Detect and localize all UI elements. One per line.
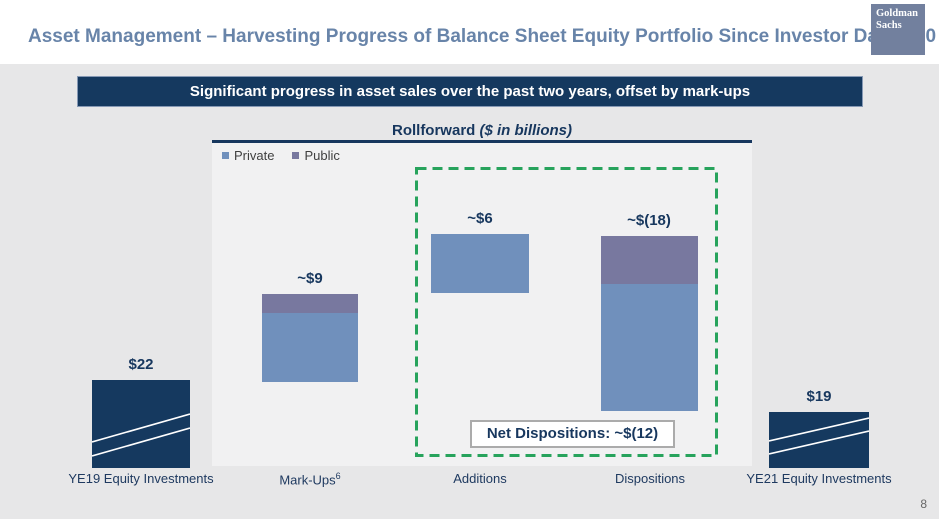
chart-title: Rollforward ($ in billions) [212, 122, 752, 139]
logo-line1: Goldman [876, 8, 919, 19]
category-label-mark-ups: Mark-Ups6 [279, 471, 341, 488]
bar-dispositions-private-segment [601, 284, 698, 411]
bar-ye19-equity-investments [92, 380, 190, 468]
net-dispositions-callout: Net Dispositions: ~$(12) [470, 420, 675, 448]
category-label-additions: Additions [453, 471, 507, 486]
bar-additions [431, 234, 529, 293]
bar-dispositions-public-segment [601, 236, 698, 284]
legend-label-private: Private [234, 148, 275, 163]
chart-title-underline [212, 140, 752, 143]
bar-mark-ups-public-segment [262, 294, 358, 313]
legend-item-private: Private [222, 148, 274, 163]
bar-ye21-equity-investments [769, 412, 869, 468]
page-number: 8 [920, 497, 927, 511]
hatch-lines-icon [769, 417, 869, 455]
hatch-lines-icon [92, 413, 190, 457]
value-label-mark-ups: ~$9 [297, 270, 323, 287]
value-label-ye21: $19 [806, 388, 832, 405]
chart-title-main: Rollforward [391, 122, 476, 139]
footnote-marker: 6 [335, 471, 341, 481]
legend-label-public: Public [304, 148, 340, 163]
key-message-banner: Significant progress in asset sales over… [77, 76, 863, 107]
legend-item-public: Public [292, 148, 340, 163]
slide-title: Asset Management – Harvesting Progress o… [28, 26, 937, 47]
category-label-ye19: YE19 Equity Investments [68, 471, 214, 486]
bar-dispositions [601, 236, 698, 411]
value-label-ye19: $22 [128, 356, 154, 373]
net-dispositions-highlight-box [415, 167, 718, 457]
legend-swatch-public-icon [292, 152, 300, 159]
bar-mark-ups [262, 294, 358, 382]
legend-swatch-private-icon [222, 152, 229, 159]
chart-legend: Private Public [222, 148, 340, 163]
value-label-additions: ~$6 [467, 210, 493, 227]
logo-line2: Sachs [876, 19, 902, 31]
bar-mark-ups-private-segment [262, 313, 358, 382]
value-label-dispositions: ~$(18) [627, 212, 671, 229]
category-label-ye21: YE21 Equity Investments [746, 471, 892, 486]
chart-title-units: ($ in billions) [479, 122, 573, 139]
goldman-sachs-logo: Goldman Sachs [871, 4, 925, 55]
category-label-dispositions: Dispositions [614, 471, 686, 486]
